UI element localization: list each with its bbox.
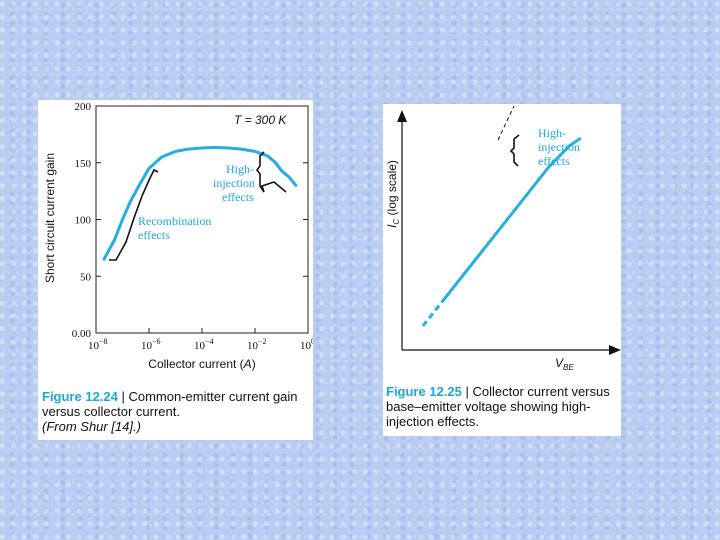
x-tick-label: 10−2 bbox=[247, 337, 267, 352]
recombination-label-line2: effects bbox=[138, 228, 170, 242]
temperature-label: T = 300 K bbox=[234, 113, 287, 127]
caption-text: | Collector current versus base–emitter … bbox=[386, 384, 610, 429]
ic-curve-low-dashed bbox=[421, 298, 445, 327]
ic-curve bbox=[442, 137, 582, 302]
x-tick-label: 10−8 bbox=[88, 337, 108, 352]
caption-source: (From Shur [14].) bbox=[42, 419, 141, 434]
y-tick-label: 50 bbox=[80, 271, 92, 283]
figure-12-24-panel: 0.00 50 100 150 200 10−8 10−6 10−4 10−2 100 Shor… bbox=[38, 100, 313, 440]
high-injection-label-line2: injection bbox=[213, 176, 255, 190]
high-injection-bracket bbox=[509, 134, 520, 167]
y-axis-arrow bbox=[397, 110, 407, 122]
y-tick-label: 150 bbox=[75, 158, 92, 170]
gain-chart: 0.00 50 100 150 200 10−8 10−6 10−4 10−2 100 Shor… bbox=[43, 101, 313, 371]
recombination-label-line1: Recombination bbox=[138, 214, 211, 228]
x-tick-label: 10−6 bbox=[141, 337, 161, 352]
ideal-extrapolation-dashed bbox=[497, 105, 515, 141]
gain-curve bbox=[102, 145, 298, 261]
x-axis-label: VBE bbox=[555, 356, 574, 372]
caption-text: | Common-emitter current gain versus col… bbox=[42, 389, 298, 419]
high-injection-label-line1: High- bbox=[538, 126, 566, 140]
x-tick-label: 100 bbox=[300, 337, 313, 352]
y-axis-label: Short circuit current gain bbox=[43, 153, 57, 283]
caption-figure-label: Figure 12.24 bbox=[42, 389, 118, 404]
figure-12-25-panel: IC (log scale) VBE High- injection effec… bbox=[383, 104, 621, 436]
ic-vbe-chart: IC (log scale) VBE High- injection effec… bbox=[385, 105, 621, 372]
caption-figure-label: Figure 12.25 bbox=[386, 384, 462, 399]
y-tick-label: 200 bbox=[75, 101, 92, 113]
figure-12-25-caption: Figure 12.25 | Collector current versus … bbox=[386, 384, 618, 429]
x-tick-label: 10−4 bbox=[194, 337, 214, 352]
y-axis-label: IC (log scale) bbox=[385, 160, 401, 228]
high-injection-label-line2: injection bbox=[538, 140, 580, 154]
y-tick-label: 0.00 bbox=[72, 328, 92, 340]
figure-12-24-caption: Figure 12.24 | Common-emitter current ga… bbox=[42, 389, 310, 434]
x-axis-arrow bbox=[609, 345, 621, 355]
high-injection-label-line3: effects bbox=[222, 190, 254, 204]
high-injection-bracket bbox=[256, 151, 287, 193]
x-axis-label: Collector current (A) bbox=[148, 357, 255, 371]
y-tick-label: 100 bbox=[75, 215, 92, 227]
recombination-bracket bbox=[109, 168, 159, 261]
high-injection-label-line1: High- bbox=[226, 162, 254, 176]
high-injection-label-line3: effects bbox=[538, 154, 570, 168]
